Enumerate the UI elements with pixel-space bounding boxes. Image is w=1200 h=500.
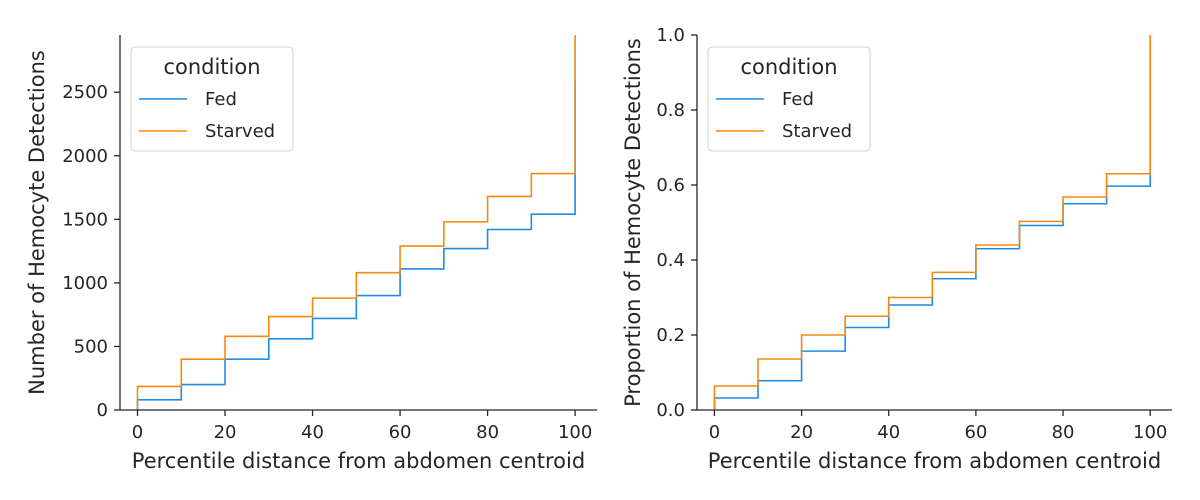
x-tick-label: 100 xyxy=(558,422,592,443)
chart-panel-1: 0 20 40 60 80 10005001000150020002500Percenti… xyxy=(25,35,597,473)
series-line-starved xyxy=(136,35,576,410)
y-tick-label: 500 xyxy=(74,336,108,357)
y-tick-label: 1500 xyxy=(62,209,108,230)
y-tick-label: 0.6 xyxy=(656,175,685,196)
series-line-fed xyxy=(136,80,576,410)
x-tick-label: 0 xyxy=(709,422,720,443)
y-tick-label: 0 xyxy=(97,400,108,421)
y-axis-label: Proportion of Hemocyte Detections xyxy=(621,38,645,407)
y-axis-label: Number of Hemocyte Detections xyxy=(25,50,49,395)
x-tick-label: 20 xyxy=(214,422,237,443)
legend-title: condition xyxy=(740,55,837,79)
legend-title: condition xyxy=(163,55,260,79)
x-tick-label: 40 xyxy=(877,422,900,443)
x-tick-label: 0 xyxy=(132,422,143,443)
chart-panel-2: 0 20 40 60 80 100 0.0 0.2 0.4 0.6 0.8 1.0 Percentile… xyxy=(621,25,1172,473)
legend: condition Fed Starved xyxy=(707,46,871,152)
y-tick-label: 1.0 xyxy=(656,25,685,46)
x-tick-label: 100 xyxy=(1133,422,1167,443)
x-axis-label: Percentile distance from abdomen centroi… xyxy=(132,449,585,473)
x-tick-label: 80 xyxy=(476,422,499,443)
x-tick-label: 80 xyxy=(1052,422,1075,443)
x-tick-label: 60 xyxy=(964,422,987,443)
legend: condition Fed Starved xyxy=(130,46,294,152)
legend-label-fed: Fed xyxy=(782,89,814,110)
y-tick-label: 0.0 xyxy=(656,400,685,421)
x-axis-label: Percentile distance from abdomen centroi… xyxy=(708,449,1161,473)
y-tick-label: 1000 xyxy=(62,273,108,294)
legend-frame xyxy=(707,46,871,152)
y-tick-label: 0.8 xyxy=(656,100,685,121)
legend-label-starved: Starved xyxy=(205,121,275,142)
legend-frame xyxy=(130,46,294,152)
series-line-starved xyxy=(713,35,1152,410)
x-tick-label: 40 xyxy=(301,422,324,443)
legend-label-fed: Fed xyxy=(205,89,237,110)
y-tick-label: 0.4 xyxy=(656,250,685,271)
x-tick-label: 60 xyxy=(389,422,412,443)
y-tick-label: 2500 xyxy=(62,82,108,103)
y-tick-label: 2000 xyxy=(62,146,108,167)
x-tick-label: 20 xyxy=(790,422,813,443)
legend-label-starved: Starved xyxy=(782,121,852,142)
y-tick-label: 0.2 xyxy=(656,325,685,346)
